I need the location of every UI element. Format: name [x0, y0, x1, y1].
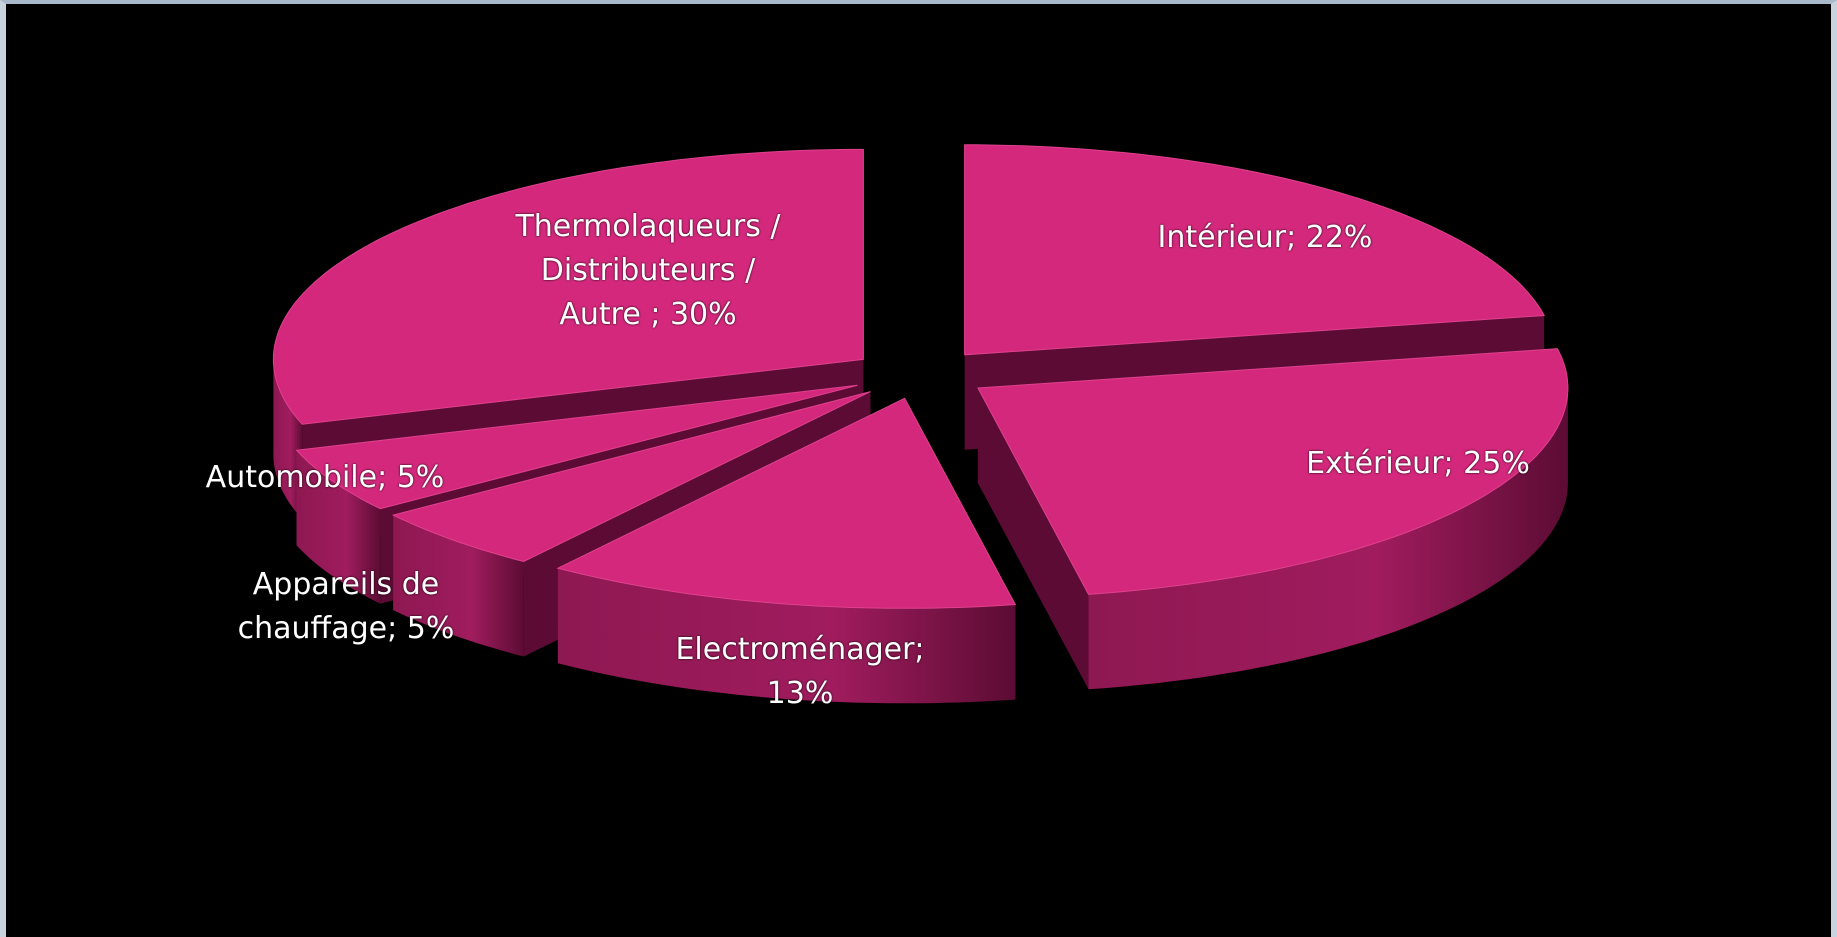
slice-value: ; 25%: [1443, 446, 1530, 481]
slice-category: Automobile: [205, 460, 378, 495]
pie-canvas: [272, 144, 1569, 704]
slice-value: ; 30%: [640, 297, 737, 332]
slice: [977, 348, 1569, 595]
slice-side: [296, 450, 381, 604]
slice-value: ; 5%: [387, 611, 455, 646]
slice-side: [393, 515, 524, 657]
slice: [556, 397, 1017, 609]
slice-category: Appareils de chauffage: [237, 567, 440, 646]
slice-side: [1088, 388, 1568, 690]
slice-category: Extérieur: [1306, 446, 1444, 481]
slice-category: Intérieur: [1157, 220, 1287, 255]
slice: [964, 144, 1546, 356]
slice-wall: [977, 388, 1089, 690]
slice-category: Electroménager: [675, 632, 915, 667]
slice: [272, 148, 864, 425]
data-label: Appareils de chauffage; 5%: [221, 563, 471, 651]
data-label: Extérieur; 25%: [1218, 442, 1618, 486]
slice-value: ; 5%: [377, 460, 445, 495]
data-label: Electroménager; 13%: [650, 628, 950, 716]
slice: [295, 384, 858, 510]
data-label: Thermolaqueurs / Distributeurs / Autre ;…: [513, 205, 783, 337]
slice-category: Thermolaqueurs / Distributeurs / Autre: [515, 209, 781, 332]
slice-value: ; 22%: [1286, 220, 1373, 255]
slice-side: [557, 568, 1016, 704]
slice-side: [273, 359, 303, 520]
slice-value: ; 13%: [766, 632, 935, 711]
data-label: Intérieur; 22%: [1065, 216, 1465, 260]
slice: [391, 391, 871, 563]
data-label: Automobile; 5%: [125, 456, 525, 500]
